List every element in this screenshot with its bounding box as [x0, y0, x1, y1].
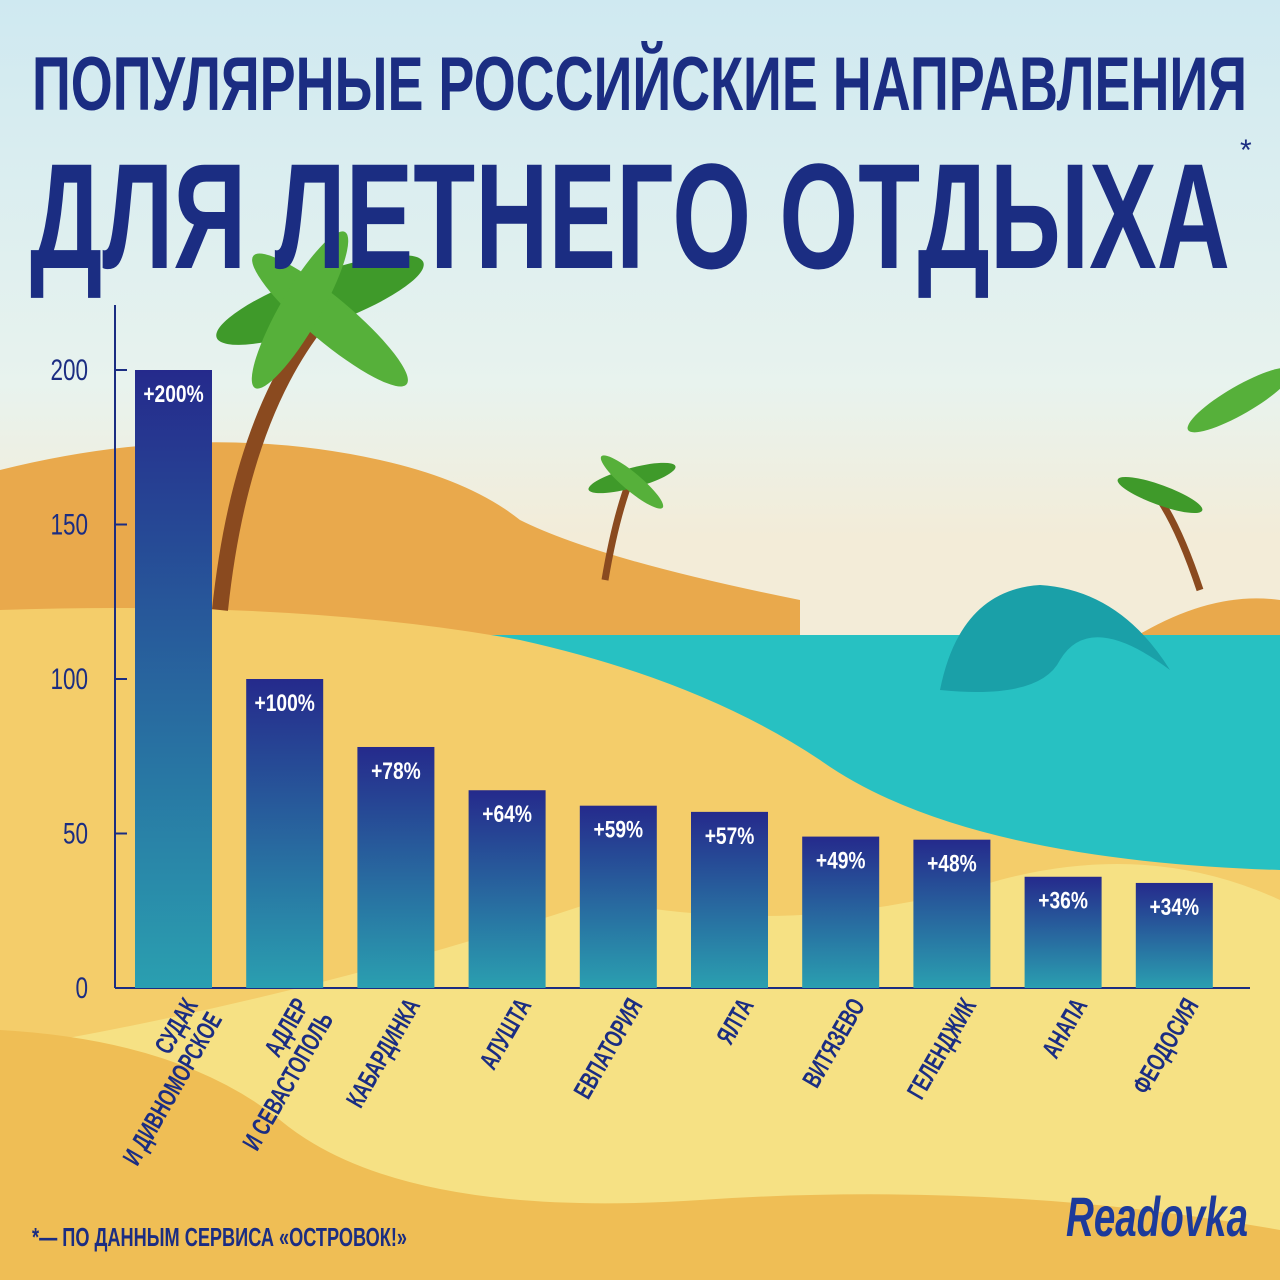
category-label: ФЕОДОСИЯ — [1127, 993, 1205, 1098]
category-label: ВИТЯЗЕВО — [797, 993, 871, 1092]
category-label: ГЕЛЕНДЖИК — [901, 993, 982, 1104]
y-tick-label: 100 — [50, 662, 88, 696]
data-label: +34% — [1149, 893, 1199, 921]
palm-tree-icon — [212, 231, 424, 611]
y-tick-label: 200 — [50, 353, 88, 387]
category-label: ЕВПАТОРИЯ — [568, 993, 649, 1103]
category-label: АЛУШТА — [474, 993, 538, 1074]
bar — [691, 811, 768, 988]
y-tick-label: 150 — [50, 507, 88, 541]
y-tick-label: 0 — [75, 971, 88, 1005]
bar — [802, 836, 880, 988]
palm-tree-small-icon — [588, 455, 676, 581]
bar — [579, 805, 657, 988]
category-label: КАБАРДИНКА — [340, 993, 426, 1112]
data-label: +78% — [371, 757, 421, 785]
category-label: АНАПА — [1036, 993, 1093, 1063]
data-label: +64% — [482, 800, 532, 828]
y-tick-label: 50 — [63, 816, 88, 850]
data-label: +57% — [705, 822, 755, 850]
wave — [940, 585, 1170, 692]
bar — [913, 839, 991, 988]
bar — [1135, 882, 1213, 988]
bar — [357, 746, 435, 988]
category-label: АДЛЕРИ СЕВАСТОПОЛЬ — [213, 993, 340, 1155]
data-label: +59% — [593, 816, 643, 844]
bar — [246, 679, 324, 988]
sand-bottom — [0, 1030, 1280, 1280]
data-label: +49% — [816, 847, 866, 875]
data-label: +100% — [255, 689, 315, 717]
category-label: ЯЛТА — [710, 993, 759, 1049]
bar — [135, 370, 212, 988]
bar — [1024, 876, 1102, 988]
bar — [468, 790, 546, 988]
data-label: +48% — [927, 850, 977, 878]
palm-tree-right-icon — [1117, 367, 1280, 592]
data-label: +200% — [143, 380, 203, 408]
data-label: +36% — [1038, 887, 1088, 915]
category-label: СУДАКИ ДИВНОМОРСКОЕ — [93, 993, 228, 1170]
